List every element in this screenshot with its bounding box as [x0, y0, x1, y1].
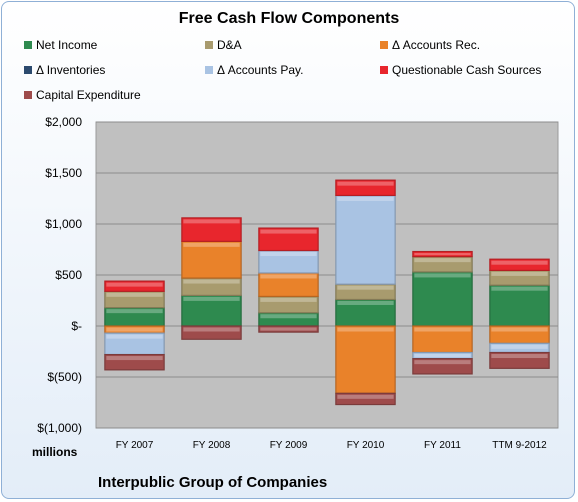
bar-highlight: [260, 274, 317, 279]
legend-item: Questionable Cash Sources: [380, 63, 541, 77]
x-tick-label: FY 2009: [270, 440, 308, 451]
bar-segment: [489, 258, 550, 272]
bar-segment: [181, 325, 242, 340]
bar-highlight: [491, 286, 548, 291]
x-tick-label: TTM 9-2012: [492, 440, 547, 451]
y-tick-label: $1,500: [45, 166, 82, 180]
y-tick-label: $-: [71, 319, 82, 333]
bar-segment: [412, 325, 473, 354]
bar-highlight: [414, 354, 471, 358]
legend-item: Δ Accounts Rec.: [380, 38, 480, 52]
bar-highlight: [183, 219, 240, 224]
bar-highlight: [491, 271, 548, 276]
bar-highlight: [414, 360, 471, 365]
bar-highlight: [106, 292, 163, 297]
legend-item: D&A: [205, 38, 242, 52]
bar-highlight: [491, 260, 548, 265]
legend-label: D&A: [217, 38, 242, 52]
x-tick-label: FY 2007: [116, 440, 154, 451]
bar-segment: [412, 271, 473, 327]
bar-highlight: [414, 253, 471, 256]
legend-item: Δ Accounts Pay.: [205, 63, 304, 77]
bar-highlight: [337, 285, 394, 290]
bar-highlight: [337, 300, 394, 305]
legend-item: Δ Inventories: [24, 63, 105, 77]
bar-highlight: [414, 327, 471, 332]
bar-segment: [412, 250, 473, 258]
legend-label: Δ Accounts Pay.: [217, 63, 304, 77]
bar-highlight: [491, 327, 548, 332]
x-tick-label: FY 2010: [347, 440, 385, 451]
y-tick-label: $1,000: [45, 217, 82, 231]
bar-segment: [335, 298, 396, 327]
y-tick-label: $(1,000): [37, 421, 82, 435]
bar-segment: [181, 240, 242, 279]
bar-segment: [489, 284, 550, 327]
bar-highlight: [491, 354, 548, 359]
company-label: Interpublic Group of Companies: [98, 474, 328, 491]
bar-highlight: [260, 229, 317, 234]
bar-highlight: [260, 297, 317, 302]
bar-segment: [335, 325, 396, 394]
bar-highlight: [106, 327, 163, 332]
bar-segment: [181, 217, 242, 242]
legend-swatch: [24, 66, 32, 74]
bar-highlight: [337, 181, 394, 186]
bar-segment: [104, 353, 165, 371]
x-tick-label: FY 2011: [424, 440, 461, 451]
bar-segment: [489, 351, 550, 369]
bar-highlight: [183, 327, 240, 332]
bar-segment: [335, 179, 396, 197]
bar-highlight: [183, 242, 240, 247]
bar-segment: [412, 358, 473, 375]
bar-highlight: [260, 252, 317, 257]
bar-segment: [335, 194, 396, 285]
bar-highlight: [106, 309, 163, 314]
legend-swatch: [205, 41, 213, 49]
bar-highlight: [106, 356, 163, 361]
bar-highlight: [183, 279, 240, 284]
bar-highlight: [337, 394, 394, 399]
legend-swatch: [380, 66, 388, 74]
legend-label: Questionable Cash Sources: [392, 63, 542, 77]
bar-segment: [335, 392, 396, 406]
bar-highlight: [106, 282, 163, 287]
legend-swatch: [24, 91, 32, 99]
bar-highlight: [260, 327, 317, 331]
y-tick-label: $2,000: [45, 115, 82, 129]
legend-label: Δ Inventories: [36, 63, 106, 77]
bar-highlight: [260, 314, 317, 319]
bar-highlight: [337, 196, 394, 201]
bar-highlight: [491, 344, 548, 349]
x-tick-label: FY 2008: [193, 440, 231, 451]
legend-item: Net Income: [24, 38, 97, 52]
bar-highlight: [106, 334, 163, 339]
y-tick-label: $(500): [47, 370, 82, 384]
legend-swatch: [380, 41, 388, 49]
legend-swatch: [205, 66, 213, 74]
legend-label: Capital Expenditure: [36, 88, 141, 102]
legend-swatch: [24, 41, 32, 49]
legend-label: Δ Accounts Rec.: [392, 38, 481, 52]
chart-title: Free Cash Flow Components: [178, 10, 400, 27]
bar-highlight: [337, 327, 394, 332]
bar-segment: [258, 325, 319, 333]
legend-item: Capital Expenditure: [24, 88, 141, 102]
y-tick-label: $500: [55, 268, 82, 282]
legend-label: Net Income: [36, 38, 98, 52]
bar-segment: [104, 280, 165, 292]
y-unit-label: millions: [32, 445, 78, 459]
bar-highlight: [183, 296, 240, 301]
bar-segment: [258, 227, 319, 252]
bar-highlight: [414, 273, 471, 278]
bar-highlight: [414, 258, 471, 263]
